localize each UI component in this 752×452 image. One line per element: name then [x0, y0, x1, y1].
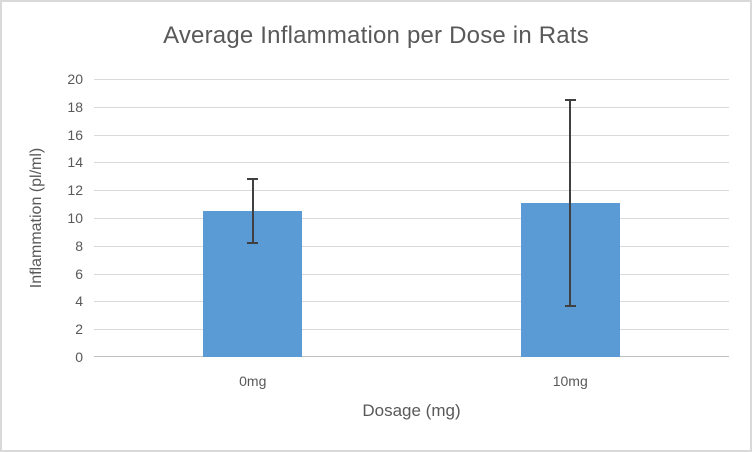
gridline	[94, 301, 729, 303]
plot-area	[94, 79, 729, 357]
y-tick-label: 18	[67, 98, 83, 115]
x-tick-label-10mg: 10mg	[552, 373, 588, 389]
error-bar-cap-low-10mg	[564, 304, 576, 307]
y-tick-label: 0	[75, 349, 83, 365]
chart-title: Average Inflammation per Dose in Rats	[163, 22, 589, 49]
gridline	[94, 134, 729, 136]
y-tick-label: 8	[75, 237, 83, 254]
gridline	[94, 190, 729, 192]
gridline	[94, 162, 729, 164]
gridline	[94, 218, 729, 219]
error-bar-cap-high-10mg	[564, 98, 576, 101]
error-bar-line-0mg	[251, 179, 254, 244]
error-bar-line-10mg	[569, 99, 572, 306]
error-bar-cap-low-0mg	[247, 242, 259, 245]
y-tick-label: 6	[75, 265, 83, 282]
gridline	[94, 245, 729, 247]
gridline	[94, 106, 729, 108]
y-tick-label: 10	[67, 210, 83, 226]
gridline	[94, 329, 729, 331]
x-axis-title: Dosage (mg)	[362, 401, 461, 420]
y-tick-label: 20	[67, 71, 83, 87]
y-tick-label: 14	[67, 154, 83, 171]
gridline	[94, 79, 729, 80]
x-tick-label-0mg: 0mg	[239, 373, 267, 389]
y-tick-label: 12	[67, 182, 83, 199]
y-tick-label: 16	[67, 126, 83, 143]
x-axis-line	[94, 356, 729, 357]
gridline	[94, 273, 729, 275]
y-tick-label: 4	[75, 293, 83, 310]
error-bar-cap-high-0mg	[247, 178, 259, 181]
y-tick-label: 2	[75, 321, 83, 338]
